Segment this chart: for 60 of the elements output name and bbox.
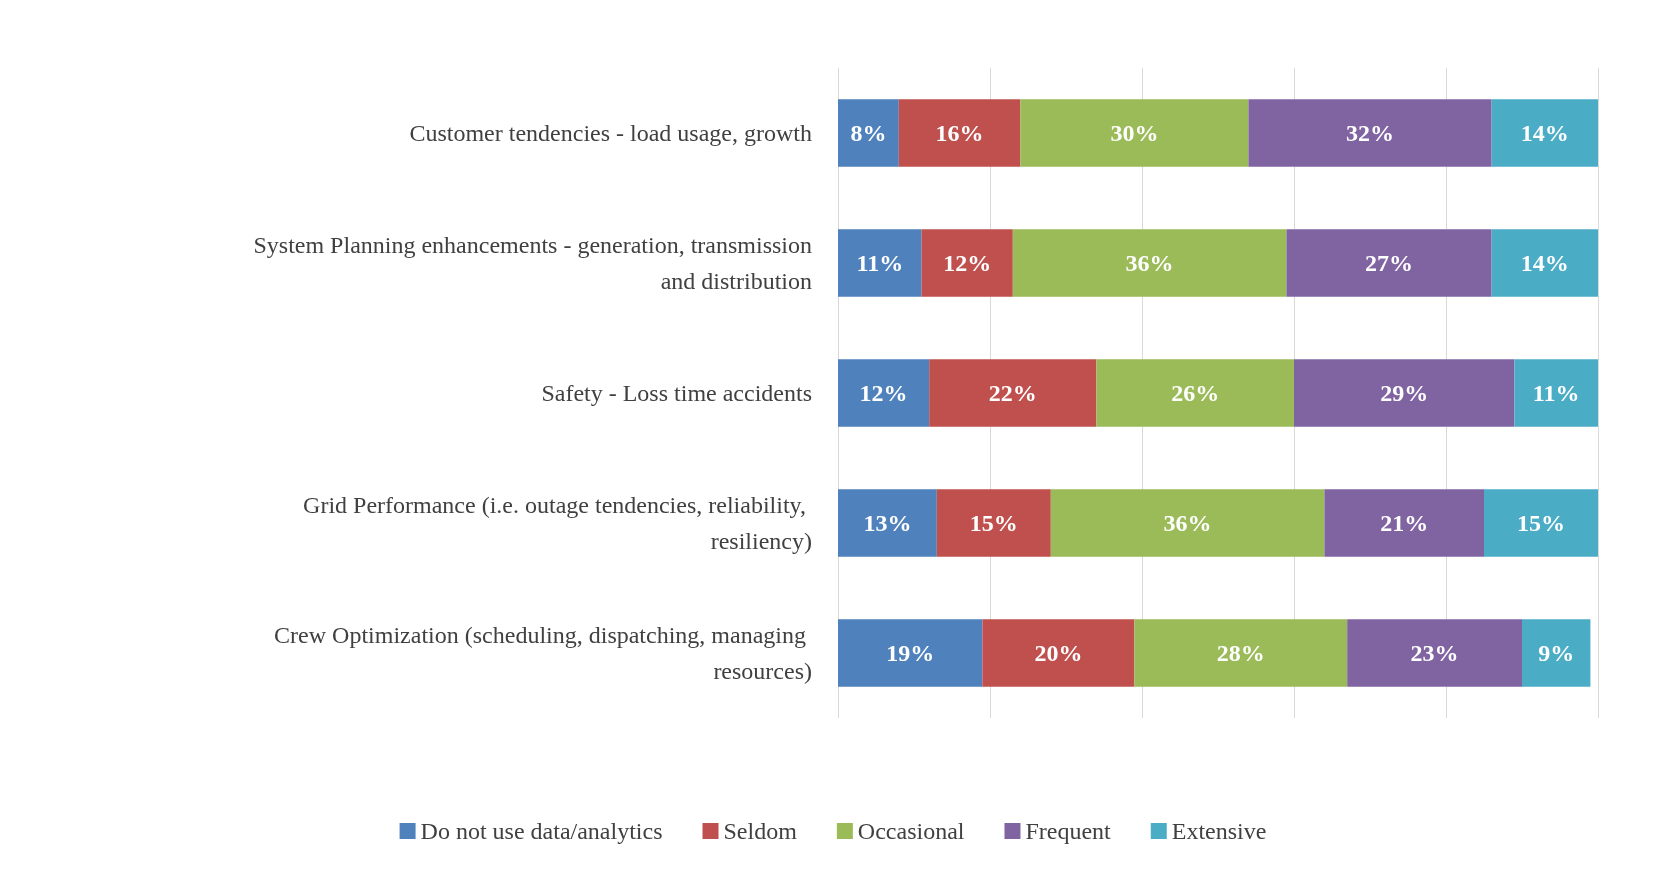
bar bbox=[936, 489, 1051, 557]
data-label: 11% bbox=[856, 250, 904, 276]
data-label: 8% bbox=[850, 120, 887, 146]
data-label: 19% bbox=[886, 640, 935, 666]
bar bbox=[1294, 359, 1515, 427]
data-label: 32% bbox=[1346, 120, 1394, 146]
y-tick-label: System Planning enhancements - generation, transmission and distribution bbox=[253, 232, 812, 294]
data-label: 36% bbox=[1163, 510, 1212, 536]
bar bbox=[1514, 359, 1598, 427]
data-label: 26% bbox=[1171, 380, 1220, 406]
legend-label: Occasional bbox=[857, 818, 965, 844]
data-label: 28% bbox=[1216, 640, 1265, 666]
bar bbox=[1050, 489, 1325, 557]
y-tick-label: Grid Performance (i.e. outage tendencies, reliability, resiliency) bbox=[303, 492, 812, 554]
bar bbox=[929, 359, 1097, 427]
legend-label: Extensive bbox=[1171, 818, 1267, 844]
bar bbox=[1347, 619, 1522, 687]
bar bbox=[1286, 229, 1492, 297]
bar bbox=[1324, 489, 1484, 557]
data-label: 30% bbox=[1110, 120, 1159, 146]
data-label: 12% bbox=[859, 380, 908, 406]
data-label: 21% bbox=[1380, 510, 1429, 536]
data-label: 9% bbox=[1538, 640, 1575, 666]
data-label: 15% bbox=[969, 510, 1018, 536]
data-label: 12% bbox=[943, 250, 992, 276]
bar bbox=[838, 619, 983, 687]
data-label: 14% bbox=[1520, 120, 1569, 146]
y-tick-label: Crew Optimization (scheduling, dispatching, managing resources) bbox=[274, 622, 812, 684]
data-label: 14% bbox=[1520, 250, 1569, 276]
data-label: 20% bbox=[1034, 640, 1083, 666]
bar bbox=[1484, 489, 1598, 557]
legend-label: Frequent bbox=[1025, 818, 1112, 844]
y-tick-label: Customer tendencies - load usage, growth bbox=[409, 120, 812, 146]
bar bbox=[982, 619, 1135, 687]
bar bbox=[1522, 619, 1591, 687]
data-label: 23% bbox=[1410, 640, 1459, 666]
legend-label: Seldom bbox=[723, 818, 798, 844]
y-tick-label: Safety - Loss time accidents bbox=[541, 380, 812, 406]
bar bbox=[1248, 99, 1492, 167]
data-label: 36% bbox=[1125, 250, 1174, 276]
bar bbox=[1020, 99, 1249, 167]
bar bbox=[1491, 99, 1598, 167]
data-label: 29% bbox=[1380, 380, 1429, 406]
bar bbox=[1491, 229, 1598, 297]
bar bbox=[1012, 229, 1287, 297]
bar bbox=[921, 229, 1013, 297]
data-label: 11% bbox=[1532, 380, 1580, 406]
bar bbox=[838, 359, 930, 427]
data-label: 22% bbox=[988, 380, 1037, 406]
bar bbox=[838, 229, 922, 297]
bar bbox=[1134, 619, 1348, 687]
data-label: 13% bbox=[863, 510, 912, 536]
bar bbox=[898, 99, 1021, 167]
legend-label: Do not use data/analytics bbox=[420, 818, 663, 844]
data-label: 16% bbox=[935, 120, 984, 146]
data-label: 15% bbox=[1517, 510, 1565, 536]
data-label: 27% bbox=[1365, 250, 1413, 276]
bar bbox=[1096, 359, 1294, 427]
bar bbox=[838, 99, 899, 167]
bar bbox=[838, 489, 937, 557]
